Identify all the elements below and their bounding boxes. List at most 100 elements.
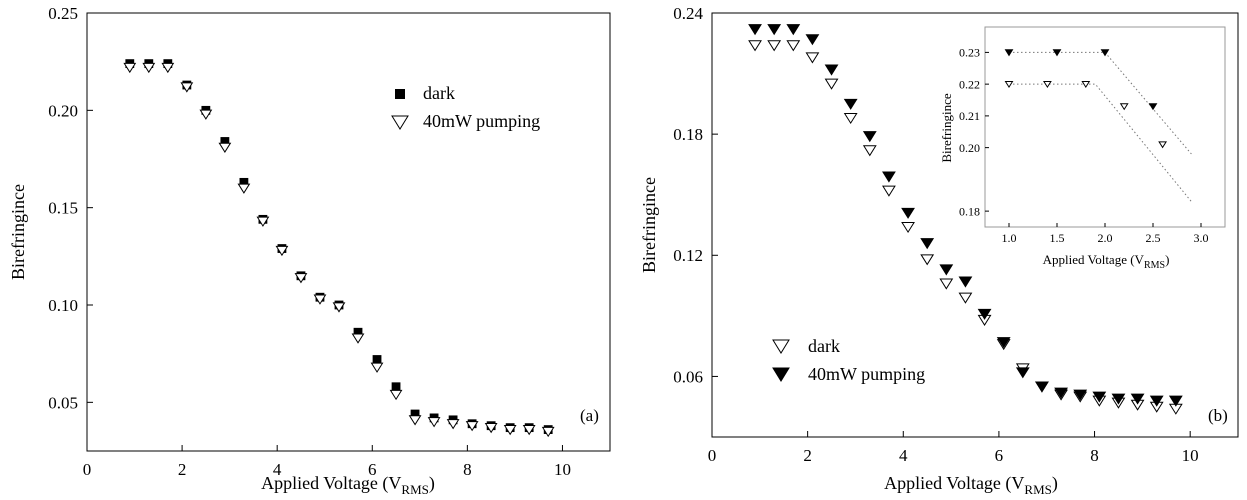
legend: dark 40mW pumping [391,83,540,131]
data-point-series-1 [1035,381,1049,393]
inset-x-axis: 1.0 1.5 2.0 2.5 3.0 [1002,223,1209,245]
data-point-series-1 [522,424,536,436]
x-tick-label: 1.5 [1050,231,1065,245]
y-tick-label: 0.12 [673,246,703,265]
data-point-series-1 [882,171,896,183]
data-point-series-1 [1158,141,1168,149]
y-axis-label: Birefringince [8,184,28,280]
x-tick-label: 2 [178,460,187,479]
y-tick-label: 0.18 [673,125,703,144]
data-point-series-1 [446,419,460,430]
x-tick-label: 6 [995,446,1004,465]
panel-label: (b) [1208,406,1228,425]
y-tick-label: 0.15 [48,199,78,218]
x-tick-label: 2.0 [1098,231,1113,245]
x-tick-label: 0 [83,460,92,479]
x-axis-label: Applied Voltage (VRMS) [261,473,435,497]
y-axis-label: Birefringince [639,177,659,273]
y-tick-label: 0.10 [48,296,78,315]
x-tick-label: 4 [899,446,908,465]
data-point-series-1 [901,207,915,219]
data-point-series-0 [920,254,935,266]
x-tick-label: 8 [1090,446,1099,465]
data-point-series-0 [862,145,877,157]
data-points [748,24,1183,415]
data-point-series-0 [939,278,954,290]
data-point-series-1 [1042,81,1052,89]
data-point-series-0 [824,78,839,90]
data-point-series-1 [824,64,839,76]
y-tick-label: 0.20 [959,141,980,155]
data-point-series-1 [180,82,194,93]
y-axis: 0.06 0.12 0.18 0.24 [673,4,718,386]
data-point-series-1 [1119,103,1129,111]
legend-marker-pumping [391,115,409,130]
data-point-series-0 [220,137,230,146]
data-point-series-1 [748,24,762,36]
data-point-series-1 [939,264,954,276]
data-point-series-0 [958,292,973,304]
data-point-series-1 [408,415,422,426]
data-point-series-1 [786,24,801,36]
inset-chart: 0.18 0.20 0.21 0.22 0.23 1.0 1.5 2.0 2.5 3.0 Bir… [939,26,1226,271]
legend-label-pumping: 40mW pumping [808,364,925,384]
y-tick-label: 0.18 [959,204,980,218]
data-point-series-1 [275,245,289,257]
data-point-series-1 [484,423,498,434]
data-point-series-0 [843,112,858,125]
data-point-series-1 [313,294,327,305]
x-tick-label: 0 [708,446,717,465]
data-points [123,59,555,438]
data-point-series-0 [805,52,820,64]
data-point-series-0 [786,40,801,52]
legend-label-dark: dark [808,336,840,356]
data-point-series-1 [805,34,820,46]
x-tick-label: 10 [1182,446,1199,465]
inset-data-points [1004,49,1168,149]
data-point-series-1 [862,131,877,143]
data-point-series-0 [882,185,896,197]
y-tick-label: 0.05 [48,393,78,412]
x-tick-label: 10 [554,460,571,479]
data-point-series-1 [370,362,384,373]
x-tick-label: 6 [368,460,377,479]
data-point-series-1 [1168,395,1183,407]
legend-label-pumping: 40mW pumping [423,111,540,131]
data-point-series-1 [237,183,251,194]
plot-frame [711,12,1239,438]
data-point-series-1 [465,421,479,432]
data-point-series-1 [256,216,270,227]
data-point-series-0 [767,40,782,52]
legend-marker-pumping [772,367,790,382]
y-tick-label: 0.22 [959,77,980,91]
data-point-series-0 [353,327,363,337]
data-point-series-1 [332,302,346,313]
data-point-series-0 [391,382,401,392]
data-point-series-1 [123,62,137,74]
y-tick-label: 0.20 [48,101,78,120]
x-tick-label: 2.5 [1146,231,1161,245]
data-point-series-1 [767,24,782,36]
data-point-series-1 [161,62,175,74]
data-point-series-0 [372,355,382,364]
y-tick-label: 0.25 [48,4,78,23]
y-tick-label: 0.06 [673,367,703,386]
data-point-series-1 [142,62,156,74]
y-axis: 0.05 0.10 0.15 0.20 0.25 [48,4,93,412]
inset-x-axis-label: Applied Voltage (VRMS) [1043,252,1170,271]
data-point-series-1 [1054,387,1068,399]
data-point-series-1 [427,417,441,428]
fit-line [1009,83,1192,202]
x-tick-label: 8 [463,460,472,479]
data-point-series-0 [239,177,249,187]
data-point-series-1 [1081,81,1091,89]
x-tick-label: 1.0 [1002,231,1017,245]
data-point-series-1 [541,426,555,438]
x-axis: 0 2 4 6 8 10 [708,431,1199,465]
data-point-series-0 [410,409,420,419]
data-point-series-0 [1004,49,1014,57]
chart-panel-a: 0.05 0.10 0.15 0.20 0.25 0 2 4 6 8 10 Birefringin… [8,4,611,497]
inset-y-axis: 0.18 0.20 0.21 0.22 0.23 [959,46,989,218]
x-tick-label: 4 [273,460,282,479]
